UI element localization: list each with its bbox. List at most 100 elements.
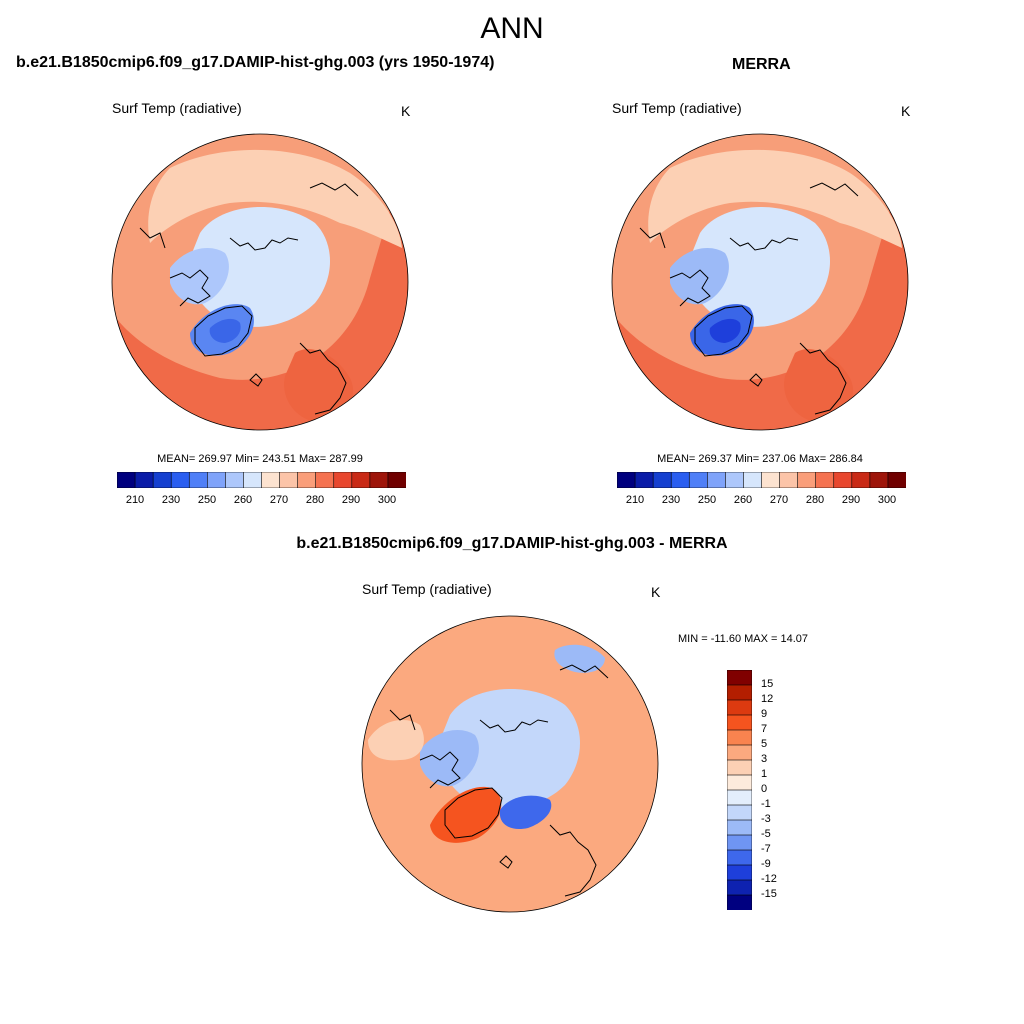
obs-colorbar-tick-label: 210 <box>625 494 645 506</box>
diff-colorbar-tick-label: 5 <box>761 738 768 750</box>
coastline <box>169 269 211 307</box>
map-region <box>784 349 854 423</box>
obs-colorbar-tick-label: 290 <box>841 494 861 506</box>
obs-colorbar <box>616 471 907 489</box>
obs-stats: MEAN= 269.37 Min= 237.06 Max= 286.84 <box>657 453 863 465</box>
diff-colorbar-tick-label: -1 <box>761 798 771 810</box>
diff-colorbar-tick-label: 12 <box>761 693 774 705</box>
coastline <box>444 787 503 839</box>
map-region <box>554 644 605 673</box>
obs-colorbar-swatch <box>815 471 835 489</box>
obs-colorbar-swatch <box>634 471 654 489</box>
model-colorbar-swatch <box>279 471 299 489</box>
diff-colorbar-swatch <box>726 879 753 896</box>
diff-colorbar-swatch <box>726 774 753 791</box>
model-colorbar-swatch <box>134 471 154 489</box>
diff-colorbar-tick-label: 3 <box>761 753 768 765</box>
diff-colorbar-tick-label: -5 <box>761 828 771 840</box>
coastline <box>249 373 263 387</box>
diff-colorbar-swatch <box>726 744 753 761</box>
diff-colorbar-tick-label: 7 <box>761 723 768 735</box>
coastline <box>229 237 299 251</box>
coastline <box>809 182 859 197</box>
model-colorbar-labels: 210 230 250 260 270 280 290 300 <box>117 494 406 508</box>
model-colorbar-swatch <box>315 471 335 489</box>
diff-colorbar-tick-label: 1 <box>761 768 768 780</box>
diff-colorbar-tick-label: 0 <box>761 783 768 795</box>
map-region <box>148 149 402 248</box>
diff-panel-title: b.e21.B1850cmip6.f09_g17.DAMIP-hist-ghg.… <box>296 535 728 552</box>
coastline <box>389 709 416 731</box>
map-region <box>189 206 330 327</box>
model-colorbar-tick-label: 290 <box>341 494 361 506</box>
diff-colorbar-tick-label: -12 <box>761 873 777 885</box>
coastline <box>194 305 253 357</box>
obs-colorbar-swatch <box>833 471 853 489</box>
model-colorbar-swatch <box>261 471 281 489</box>
model-colorbar-tick-label: 260 <box>233 494 253 506</box>
obs-polar-map <box>611 133 909 431</box>
obs-colorbar-swatch <box>652 471 672 489</box>
coastline <box>299 342 347 415</box>
diff-colorbar-swatch <box>726 684 753 701</box>
obs-colorbar-swatch <box>779 471 799 489</box>
obs-colorbar-tick-label: 230 <box>661 494 681 506</box>
diff-minmax-label: MIN = -11.60 MAX = 14.07 <box>678 633 809 645</box>
obs-colorbar-tick-label: 270 <box>769 494 789 506</box>
diff-colorbar-swatch <box>726 759 753 776</box>
map-region <box>689 206 830 327</box>
map-region <box>170 248 229 305</box>
diff-colorbar-tick-label: -15 <box>761 888 777 900</box>
obs-colorbar-swatch <box>851 471 871 489</box>
diff-colorbar-tick-label: 9 <box>761 708 768 720</box>
diff-colorbar-tick-label: -3 <box>761 813 771 825</box>
map-border <box>111 133 409 431</box>
diff-colorbar-swatch <box>726 894 753 911</box>
model-colorbar-tick-label: 210 <box>125 494 145 506</box>
model-colorbar-swatch <box>297 471 317 489</box>
model-colorbar-swatch <box>369 471 389 489</box>
map-region <box>499 795 552 830</box>
main-title: ANN <box>480 12 544 45</box>
model-colorbar-tick-label: 300 <box>377 494 397 506</box>
diff-colorbar-tick-label: -7 <box>761 843 771 855</box>
coastline <box>729 237 799 251</box>
coastline <box>499 855 513 869</box>
model-colorbar-tick-label: 280 <box>305 494 325 506</box>
obs-colorbar-swatch <box>887 471 907 489</box>
obs-colorbar-labels: 210 230 250 260 270 280 290 300 <box>617 494 906 508</box>
coastline <box>749 373 763 387</box>
model-colorbar-swatch <box>387 471 407 489</box>
model-panel-title: b.e21.B1850cmip6.f09_g17.DAMIP-hist-ghg.… <box>16 54 495 71</box>
coastline <box>549 824 597 897</box>
model-colorbar-swatch <box>225 471 245 489</box>
coastline <box>139 227 166 249</box>
obs-colorbar-swatch <box>670 471 690 489</box>
diff-colorbar-swatch <box>726 834 753 851</box>
model-colorbar-swatch <box>170 471 190 489</box>
model-colorbar-swatch <box>207 471 226 489</box>
diff-colorbar-swatch <box>726 789 753 806</box>
diff-colorbar <box>726 669 753 911</box>
diff-colorbar-swatch <box>726 864 753 881</box>
model-colorbar-tick-label: 230 <box>161 494 181 506</box>
map-border <box>361 615 659 913</box>
map-region <box>209 318 241 343</box>
map-region <box>368 720 424 761</box>
diff-colorbar-swatch <box>726 699 753 716</box>
obs-colorbar-swatch <box>869 471 889 489</box>
coastline <box>669 269 711 307</box>
coastline <box>479 719 549 733</box>
coastline <box>694 305 753 357</box>
diff-units-label: K <box>651 584 661 600</box>
map-region <box>420 730 479 787</box>
model-colorbar-swatch <box>188 471 208 489</box>
coastline <box>419 751 461 789</box>
diff-colorbar-swatch <box>726 804 753 821</box>
obs-units-label: K <box>901 103 911 119</box>
model-stats: MEAN= 269.97 Min= 243.51 Max= 287.99 <box>157 453 363 465</box>
diff-colorbar-swatch <box>726 849 753 866</box>
obs-colorbar-swatch <box>797 471 817 489</box>
obs-colorbar-swatch <box>616 471 636 489</box>
diff-colorbar-tick-label: -9 <box>761 858 771 870</box>
